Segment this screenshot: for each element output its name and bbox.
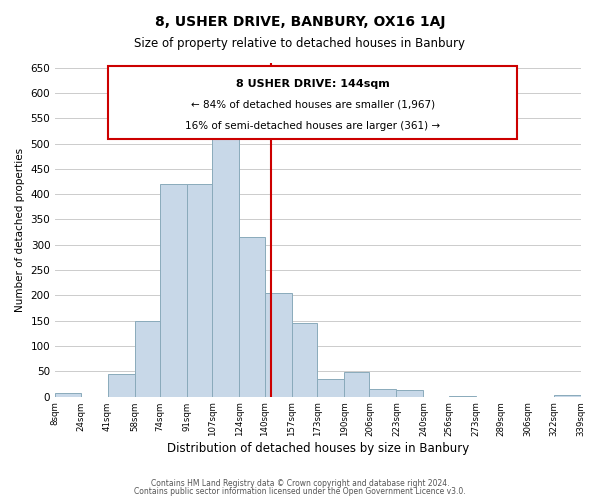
Bar (239, 237, 265, 396)
Bar (397, 390, 424, 396)
Bar (212, 128, 239, 396)
Text: ← 84% of detached houses are smaller (1,967): ← 84% of detached houses are smaller (1,… (191, 100, 434, 110)
Bar (317, 379, 344, 396)
Text: 16% of semi-detached houses are larger (361) →: 16% of semi-detached houses are larger (… (185, 121, 440, 131)
Bar (292, 324, 317, 396)
FancyBboxPatch shape (108, 66, 517, 140)
Bar (134, 321, 160, 396)
Bar (160, 184, 187, 396)
Bar (265, 293, 292, 397)
Bar (344, 372, 370, 396)
Bar (55, 392, 80, 396)
Text: 8 USHER DRIVE: 144sqm: 8 USHER DRIVE: 144sqm (236, 79, 389, 89)
Y-axis label: Number of detached properties: Number of detached properties (15, 148, 25, 312)
Text: Contains public sector information licensed under the Open Government Licence v3: Contains public sector information licen… (134, 487, 466, 496)
Text: Contains HM Land Registry data © Crown copyright and database right 2024.: Contains HM Land Registry data © Crown c… (151, 478, 449, 488)
Bar (554, 395, 581, 396)
Text: Size of property relative to detached houses in Banbury: Size of property relative to detached ho… (134, 38, 466, 51)
X-axis label: Distribution of detached houses by size in Banbury: Distribution of detached houses by size … (167, 442, 469, 455)
Text: 8, USHER DRIVE, BANBURY, OX16 1AJ: 8, USHER DRIVE, BANBURY, OX16 1AJ (155, 15, 445, 29)
Bar (107, 374, 134, 396)
Bar (187, 184, 212, 396)
Bar (370, 389, 397, 396)
